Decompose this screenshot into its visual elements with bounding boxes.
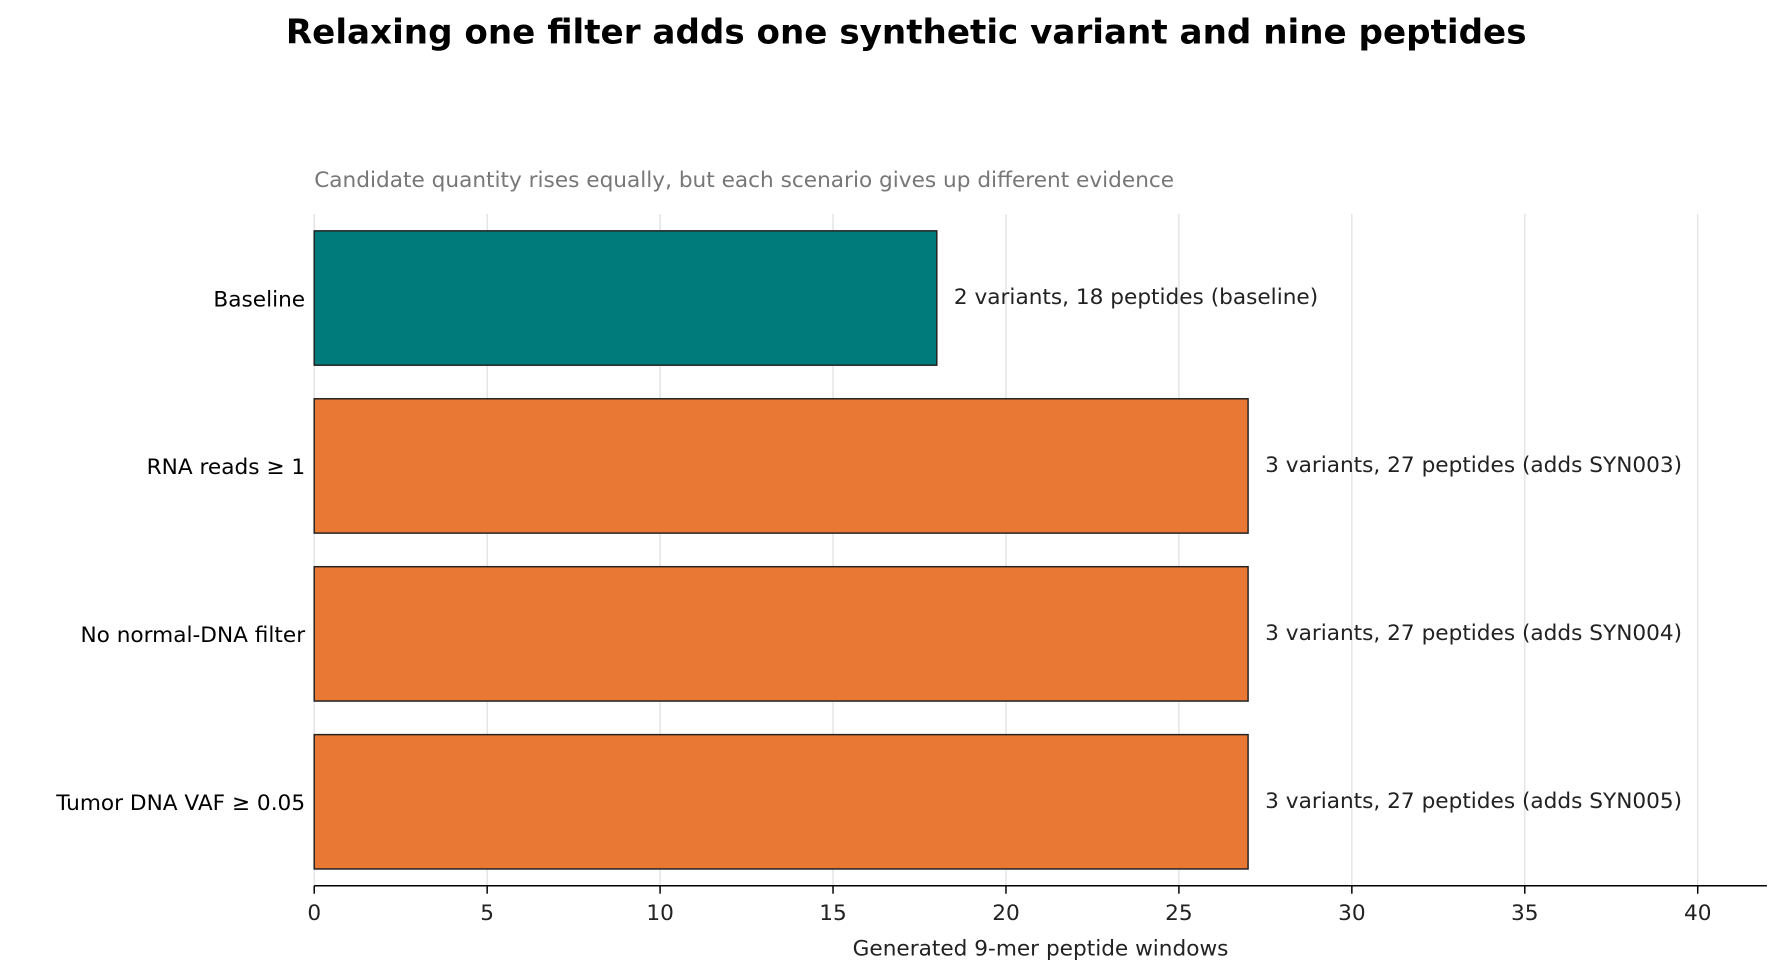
x-tick-label: 20	[992, 901, 1020, 926]
y-tick-label: RNA reads ≥ 1	[147, 455, 305, 480]
bar	[313, 565, 1249, 702]
data-label: 2 variants, 18 peptides (baseline)	[954, 285, 1318, 310]
chart-title: Relaxing one filter adds one synthetic v…	[286, 13, 1527, 53]
x-tick-label: 0	[307, 901, 321, 926]
y-tick-label: Tumor DNA VAF ≥ 0.05	[55, 791, 305, 816]
bar	[313, 733, 1249, 870]
x-tick-label: 30	[1338, 901, 1366, 926]
x-tick-label: 35	[1511, 901, 1539, 926]
chart-subtitle: Candidate quantity rises equally, but ea…	[314, 168, 1174, 193]
y-tick-label: No normal-DNA filter	[80, 623, 305, 648]
bar	[313, 398, 1249, 534]
data-label: 3 variants, 27 peptides (adds SYN003)	[1265, 453, 1682, 478]
data-label: 3 variants, 27 peptides (adds SYN005)	[1265, 789, 1682, 814]
x-tick-label: 10	[646, 901, 674, 926]
x-axis-label: Generated 9-mer peptide windows	[853, 937, 1229, 962]
x-tick-label: 25	[1165, 901, 1193, 926]
y-tick-label: Baseline	[213, 287, 305, 312]
x-tick-label: 40	[1684, 901, 1712, 926]
x-tick-label: 15	[819, 901, 847, 926]
bar	[313, 230, 938, 366]
data-label: 3 variants, 27 peptides (adds SYN004)	[1265, 621, 1682, 646]
x-tick-label: 5	[480, 901, 494, 926]
